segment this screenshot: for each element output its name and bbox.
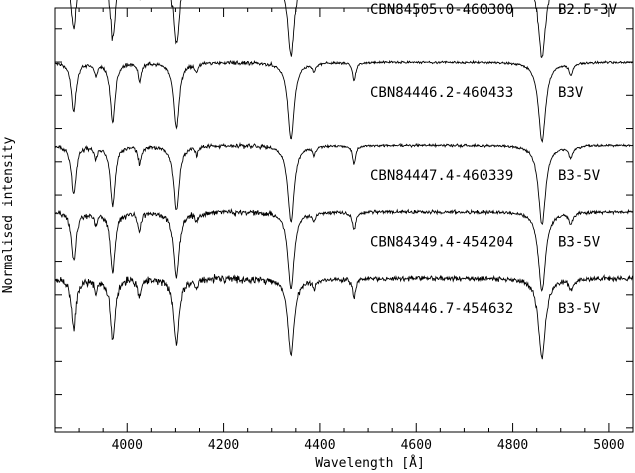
spectrum-line — [54, 141, 634, 226]
x-tick-label: 5000 — [593, 438, 624, 453]
spectrum-name-label: CBN84446.7-454632 — [370, 301, 513, 317]
spectrum-line — [54, 273, 634, 360]
y-axis-ticks — [55, 28, 633, 429]
spectral-type-label: B3V — [558, 85, 584, 101]
spectral-type-label: B3-5V — [558, 301, 601, 317]
x-axis-title: Wavelength [Å] — [315, 455, 425, 471]
spectrum-line — [69, 0, 550, 59]
x-tick-label: 4000 — [112, 438, 143, 453]
x-tick-label: 4200 — [208, 438, 239, 453]
x-tick-label: 4400 — [304, 438, 335, 453]
spectrum-line — [54, 208, 634, 292]
spectrum-line — [54, 59, 634, 144]
plot-frame — [54, 7, 634, 433]
spectrum-name-label: CBN84446.2-460433 — [370, 85, 513, 101]
spectral-type-label: B3-5V — [558, 235, 601, 251]
spectrum-name-label: CBN84505.0-460300 — [370, 2, 513, 18]
spectrum-name-label: CBN84349.4-454204 — [370, 235, 513, 251]
spectrum-name-label: CBN84447.4-460339 — [370, 168, 513, 184]
spectral-type-label: B2.5-3V — [558, 2, 618, 18]
x-axis-ticks: 4000 4200 4400 4600 4800 5000 — [78, 8, 625, 453]
x-tick-label: 4800 — [497, 438, 528, 453]
x-tick-label: 4600 — [401, 438, 432, 453]
spectral-type-label: B3-5V — [558, 168, 601, 184]
spectra-series — [54, 0, 634, 360]
series-labels: CBN84505.0-460300 B2.5-3V CBN84446.2-46043… — [370, 2, 618, 317]
y-axis-title: Normalised intensity — [1, 137, 16, 294]
